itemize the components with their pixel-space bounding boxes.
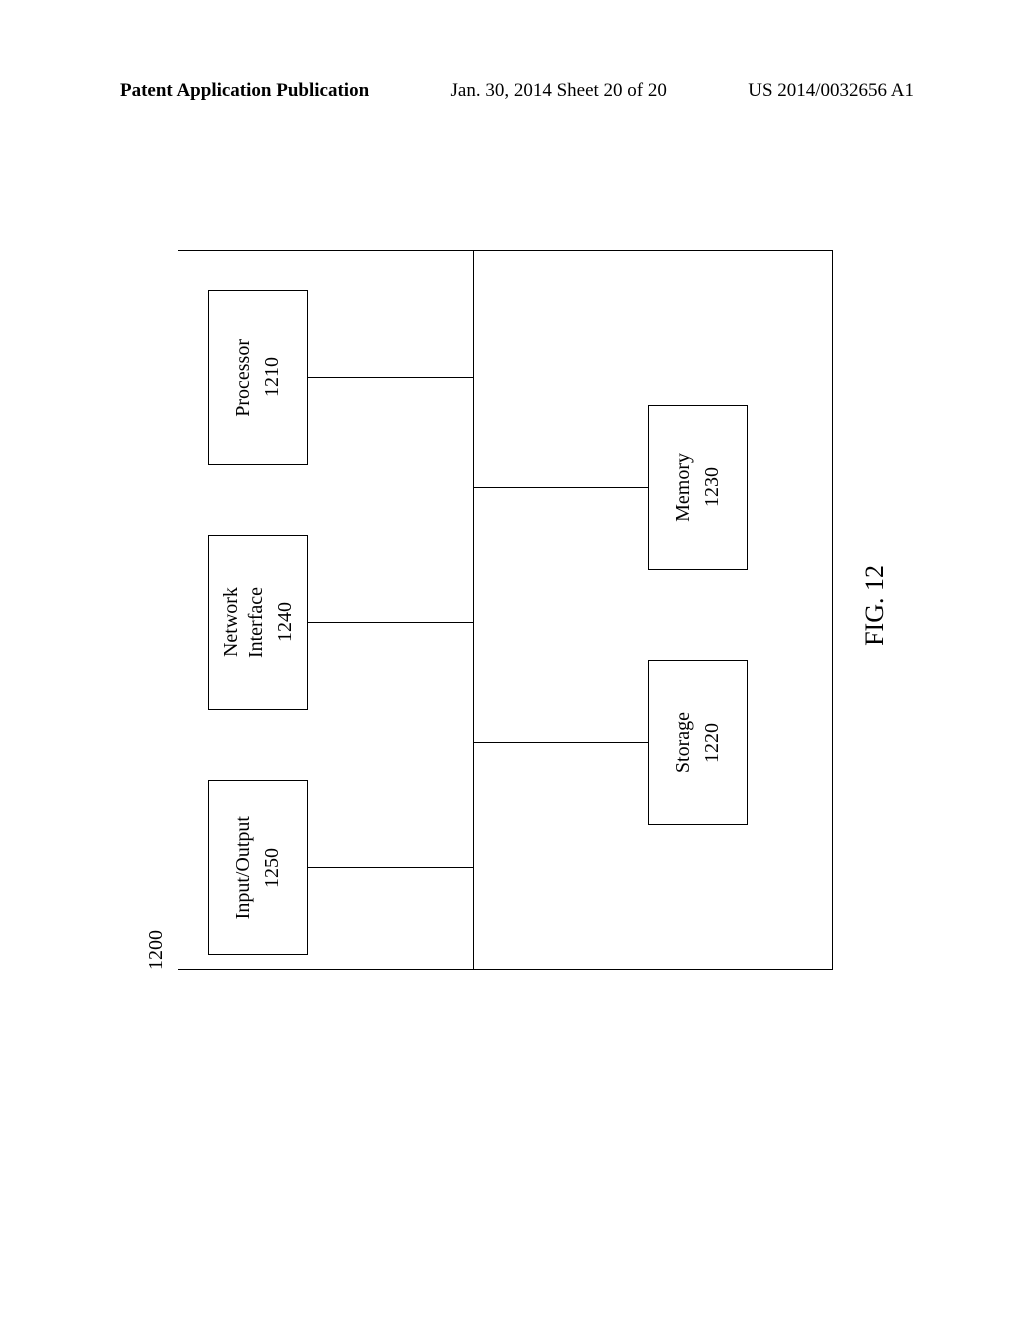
conn-network — [308, 622, 473, 623]
bus — [473, 251, 474, 969]
block-processor-label: Processor — [231, 339, 256, 417]
conn-storage — [474, 742, 648, 743]
figure-label: FIG. 12 — [860, 565, 890, 646]
block-processor: 1210 Processor — [208, 290, 308, 465]
block-io-label: Input/Output — [231, 816, 256, 919]
header-center: Jan. 30, 2014 Sheet 20 of 20 — [451, 80, 667, 102]
diagram-rotated: 1250 Input/Output 1240 Network Interface… — [178, 250, 833, 970]
block-memory-ref: 1230 — [700, 467, 725, 507]
conn-processor — [308, 377, 473, 378]
block-storage: 1220 Storage — [648, 660, 748, 825]
page-header: Patent Application Publication Jan. 30, … — [0, 80, 1024, 102]
block-storage-label: Storage — [671, 712, 696, 773]
header-left: Patent Application Publication — [120, 80, 369, 102]
block-network-label: Network Interface — [219, 587, 269, 658]
block-network-interface: 1240 Network Interface — [208, 535, 308, 710]
system-ref: 1200 — [145, 930, 168, 970]
block-network-ref: 1240 — [273, 602, 298, 642]
block-processor-ref: 1210 — [260, 357, 285, 397]
conn-io — [308, 867, 473, 868]
conn-memory — [474, 487, 648, 488]
header-right: US 2014/0032656 A1 — [748, 80, 914, 102]
block-memory-label: Memory — [671, 453, 696, 522]
block-memory: 1230 Memory — [648, 405, 748, 570]
block-storage-ref: 1220 — [700, 723, 725, 763]
block-io: 1250 Input/Output — [208, 780, 308, 955]
block-io-ref: 1250 — [260, 848, 285, 888]
